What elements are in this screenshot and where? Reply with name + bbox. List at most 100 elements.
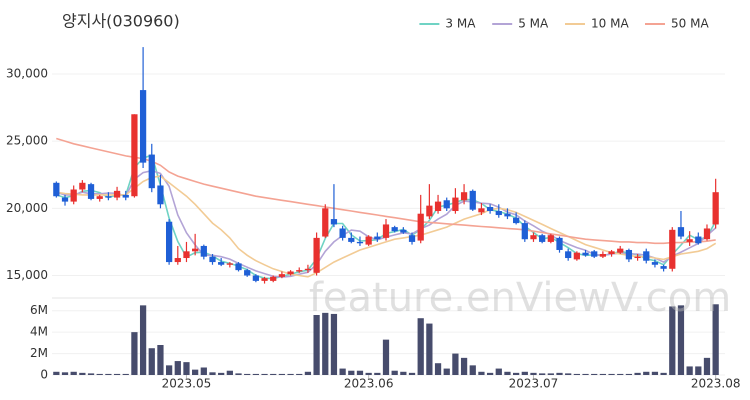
volume-bar	[625, 373, 633, 375]
volume-bar	[495, 368, 502, 375]
volume-bar	[391, 370, 398, 375]
candle-body	[599, 254, 607, 257]
volume-bar	[582, 373, 589, 375]
candle-body	[677, 227, 685, 237]
volume-bar	[434, 363, 442, 375]
volume-bar	[547, 373, 554, 375]
volume-bar	[87, 373, 95, 375]
candle-body	[625, 249, 633, 260]
candle-body	[417, 213, 424, 241]
volume-bar	[660, 372, 667, 375]
volume-bar	[417, 318, 424, 375]
volume-bar	[278, 373, 286, 375]
candle-body	[374, 236, 381, 240]
candle-body	[174, 258, 181, 263]
volume-bar	[79, 372, 86, 375]
legend-label: 10 MA	[591, 17, 629, 31]
candle-body	[200, 245, 207, 257]
candle-body	[296, 270, 303, 272]
ma-line	[56, 175, 717, 278]
volume-bar	[669, 306, 676, 375]
chart-title: 양지사(030960)	[62, 12, 180, 31]
volume-bar	[270, 373, 277, 375]
candle-body	[426, 205, 433, 217]
candle-body	[148, 154, 155, 189]
candle-body	[322, 208, 329, 237]
candle-body	[521, 223, 528, 240]
volume-bar	[608, 373, 615, 375]
volume-bar	[426, 323, 433, 375]
candle-body	[244, 270, 251, 276]
candle-body	[712, 192, 719, 225]
candle-body	[348, 237, 355, 242]
volume-bar	[400, 371, 407, 375]
candle-body	[356, 241, 364, 244]
x-tick-label: 2023.06	[344, 377, 394, 391]
volume-bar	[165, 365, 173, 375]
volume-bar	[174, 361, 181, 375]
volume-bar	[478, 371, 485, 375]
candle-body	[105, 196, 112, 198]
volume-bar	[651, 371, 659, 375]
volume-bar	[356, 370, 364, 375]
volume-bar	[617, 373, 624, 375]
y-tick-label: 15,000	[6, 268, 48, 282]
volume-bar	[192, 369, 199, 375]
candle-body	[469, 190, 476, 210]
candle-body	[261, 278, 268, 281]
candle-body	[617, 248, 624, 253]
candle-body	[70, 189, 77, 202]
candle-body	[79, 182, 86, 190]
ma-line	[56, 137, 716, 245]
candle-body	[408, 235, 416, 242]
x-tick-label: 2023.07	[509, 377, 559, 391]
volume-bar	[330, 313, 338, 375]
candle-body	[287, 271, 294, 275]
volume-bar	[365, 372, 372, 375]
volume-bar	[96, 373, 103, 375]
volume-bar	[348, 370, 355, 375]
candle-body	[443, 200, 450, 209]
volume-bar	[703, 357, 711, 375]
candle-body	[513, 217, 520, 224]
volume-bar	[244, 373, 251, 375]
candle-body	[53, 182, 60, 197]
volume-bar	[643, 371, 650, 375]
volume-bar	[469, 365, 476, 375]
volume-bar	[443, 368, 450, 375]
volume-bar	[304, 371, 312, 375]
volume-bar	[677, 305, 685, 375]
volume-bar	[313, 315, 320, 375]
candle-body	[113, 190, 121, 198]
candle-body	[235, 263, 242, 271]
candle-body	[573, 252, 580, 260]
legend-label: 5 MA	[518, 17, 549, 31]
candle-body	[218, 262, 225, 265]
volume-bar	[148, 348, 155, 375]
volume-bar	[70, 371, 77, 375]
volume-bar	[530, 372, 537, 375]
volume-bar	[105, 373, 112, 375]
candle-body	[634, 256, 641, 259]
volume-bar	[712, 304, 719, 375]
volume-bar	[157, 345, 164, 375]
candle-body	[157, 185, 164, 205]
y-tick-label: 30,000	[6, 66, 48, 80]
volume-bar	[61, 372, 69, 375]
candle-body	[643, 251, 650, 261]
candle-body	[391, 227, 398, 232]
candle-body	[382, 224, 390, 238]
candle-body	[695, 236, 702, 244]
candle-body	[478, 208, 485, 213]
candle-body	[651, 262, 659, 265]
candle-body	[608, 251, 615, 255]
volume-bar	[322, 312, 329, 375]
volume-bar	[408, 372, 416, 375]
legend-label: 3 MA	[445, 17, 476, 31]
volume-bar	[591, 373, 598, 375]
candle-body	[703, 228, 711, 240]
volume-bar	[695, 366, 702, 375]
candle-body	[495, 211, 502, 216]
candle-body	[122, 194, 129, 198]
candle-body	[565, 251, 572, 259]
